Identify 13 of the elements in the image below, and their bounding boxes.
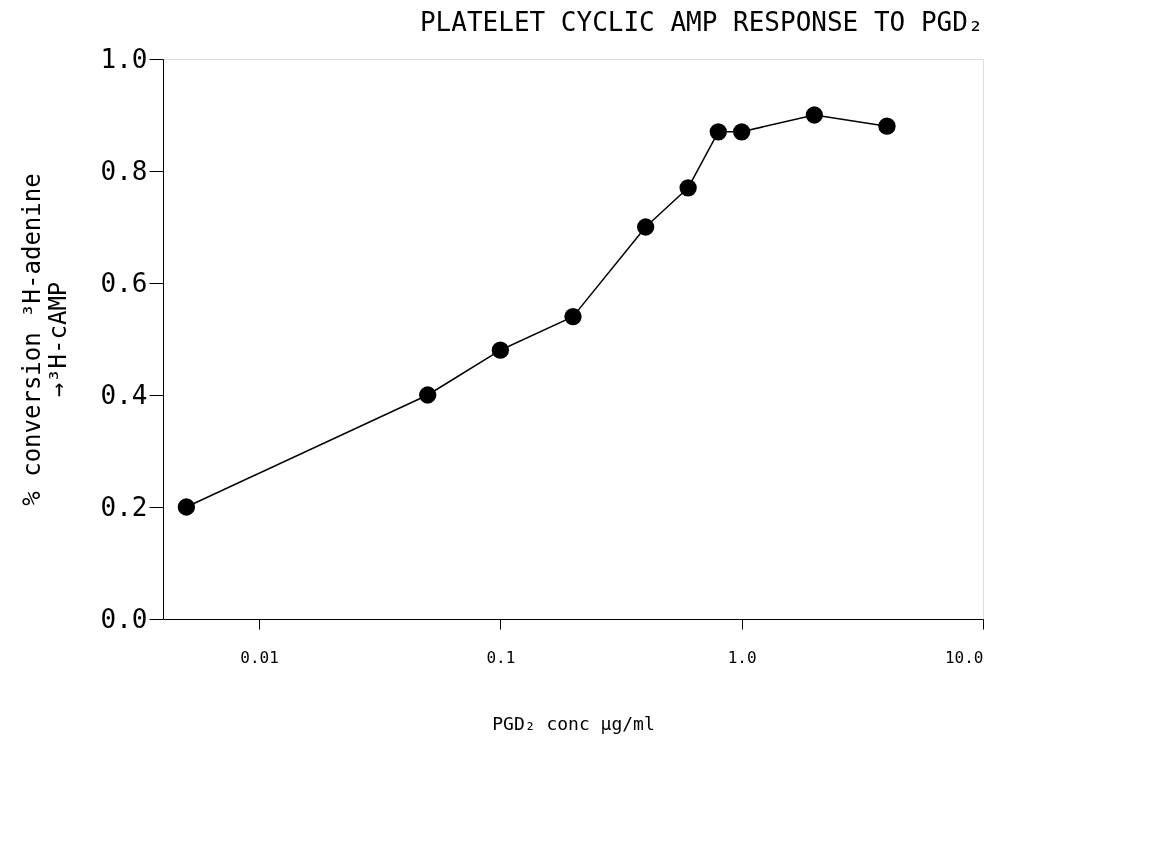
x-tick-label: 0.01	[240, 647, 279, 667]
chart-title: PLATELET CYCLIC AMP RESPONSE TO PGD₂	[419, 7, 984, 37]
x-axis-title: PGD₂ conc µg/ml	[492, 712, 655, 734]
y-axis-title: % conversion ³H-adenine →³H-cAMP	[17, 173, 72, 506]
y-tick-label: 0.8	[100, 155, 148, 186]
y-tick-label: 0.2	[100, 491, 148, 522]
y-tick-label: 0.4	[100, 379, 148, 410]
x-tick-label: 10.0	[944, 647, 984, 667]
y-tick-label: 0.6	[100, 267, 148, 298]
y-tick-label: 1.0	[100, 43, 148, 74]
x-tick-label: 1.0	[727, 647, 757, 667]
x-tick-label: 0.1	[486, 647, 516, 667]
y-tick-label: 0.0	[100, 603, 148, 634]
